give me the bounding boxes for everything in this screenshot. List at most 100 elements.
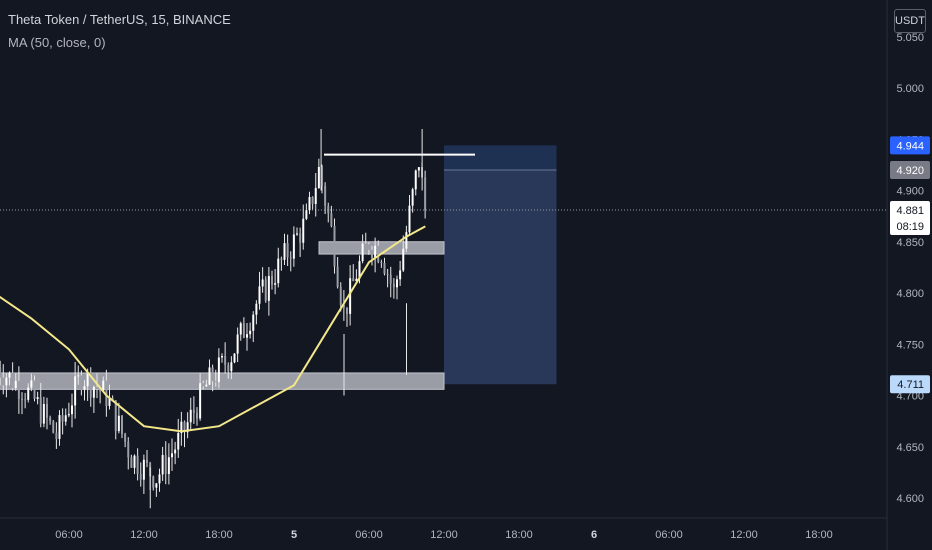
candle-body bbox=[102, 380, 105, 392]
candle-body bbox=[21, 398, 23, 400]
candle-body bbox=[230, 362, 233, 372]
candle bbox=[105, 369, 108, 417]
moving-average-layer bbox=[0, 225, 426, 433]
candle-body bbox=[77, 375, 80, 377]
candle-body bbox=[255, 303, 258, 315]
candle-body bbox=[155, 483, 158, 488]
indicator-legend[interactable]: MA (50, close, 0) bbox=[8, 35, 106, 50]
candle bbox=[130, 454, 133, 468]
candle-body bbox=[405, 232, 408, 249]
candle bbox=[361, 234, 364, 264]
candle-body bbox=[424, 177, 427, 211]
candle-body bbox=[186, 422, 189, 433]
candle-body bbox=[92, 386, 95, 398]
candle-body bbox=[39, 397, 42, 424]
candle-body bbox=[52, 421, 55, 433]
candle bbox=[102, 376, 105, 392]
candle bbox=[392, 278, 395, 299]
candle-body bbox=[199, 383, 202, 419]
candle-body bbox=[127, 441, 130, 458]
candle bbox=[271, 270, 273, 290]
candle bbox=[117, 402, 120, 434]
candle bbox=[8, 371, 11, 386]
candle-body bbox=[377, 245, 380, 262]
candle bbox=[346, 307, 348, 327]
candle-body bbox=[30, 380, 33, 388]
candle bbox=[221, 353, 223, 363]
candle bbox=[333, 218, 336, 274]
candle-body bbox=[96, 386, 98, 390]
candle-body bbox=[249, 330, 252, 335]
candle bbox=[255, 300, 258, 325]
candle-body bbox=[152, 476, 155, 488]
position-target-area[interactable] bbox=[444, 170, 557, 385]
candle-body bbox=[8, 372, 11, 378]
candle bbox=[205, 379, 208, 387]
candle-body bbox=[221, 356, 223, 358]
mid-zone[interactable] bbox=[318, 241, 445, 255]
candle-body bbox=[46, 403, 48, 418]
price-tick-label: 5.000 bbox=[896, 83, 924, 95]
candle bbox=[27, 383, 30, 403]
candle bbox=[74, 362, 77, 419]
candle-body bbox=[358, 261, 361, 279]
time-tick-label: 18:00 bbox=[205, 529, 233, 541]
candle bbox=[321, 164, 323, 194]
candle bbox=[67, 402, 70, 418]
time-tick-label: 18:00 bbox=[805, 529, 833, 541]
candle-body bbox=[321, 166, 323, 186]
candle-body bbox=[180, 421, 183, 433]
ma-50-line[interactable] bbox=[0, 225, 426, 433]
candle-body bbox=[133, 455, 136, 468]
symbol-title[interactable]: Theta Token / TetherUS, 15, BINANCE bbox=[8, 12, 231, 27]
position-stop-area[interactable] bbox=[444, 145, 557, 170]
candle-body bbox=[108, 397, 111, 407]
candle bbox=[171, 438, 173, 471]
candle bbox=[77, 365, 80, 385]
candle bbox=[249, 322, 252, 339]
candle bbox=[383, 257, 386, 276]
candle bbox=[164, 441, 167, 485]
candle-body bbox=[130, 457, 133, 468]
candle bbox=[189, 397, 192, 430]
candle bbox=[380, 259, 383, 268]
candle bbox=[214, 369, 217, 387]
candle-body bbox=[302, 218, 305, 243]
currency-button[interactable]: USDT bbox=[894, 9, 926, 33]
candle-body bbox=[5, 377, 8, 386]
candle-body bbox=[346, 307, 348, 314]
candle bbox=[267, 267, 270, 316]
candle bbox=[311, 196, 314, 210]
candle bbox=[155, 482, 158, 497]
candle-body bbox=[389, 274, 392, 284]
candle-body bbox=[386, 273, 389, 275]
candle bbox=[327, 202, 330, 223]
candle bbox=[183, 420, 186, 448]
price-tick-label: 4.650 bbox=[896, 442, 924, 454]
candle bbox=[92, 385, 95, 413]
candle-body bbox=[99, 389, 102, 392]
support-zone[interactable] bbox=[0, 372, 445, 390]
candle-body bbox=[64, 415, 67, 422]
time-tick-label: 12:00 bbox=[730, 529, 758, 541]
candle-body bbox=[374, 245, 377, 258]
candle bbox=[49, 415, 52, 425]
candle bbox=[324, 182, 327, 215]
candle bbox=[414, 169, 417, 196]
candle bbox=[246, 322, 248, 351]
candle bbox=[36, 391, 39, 405]
candle bbox=[124, 432, 127, 448]
candle bbox=[64, 408, 67, 426]
candle-body bbox=[355, 278, 358, 282]
candle bbox=[396, 275, 398, 300]
candle bbox=[42, 396, 45, 428]
candle-body bbox=[49, 417, 52, 422]
candle bbox=[236, 327, 239, 363]
candle-body bbox=[24, 399, 27, 401]
candle-body bbox=[55, 432, 58, 439]
candle-body bbox=[58, 415, 61, 439]
candle bbox=[89, 367, 92, 407]
candle bbox=[0, 360, 2, 386]
candle bbox=[142, 454, 145, 495]
